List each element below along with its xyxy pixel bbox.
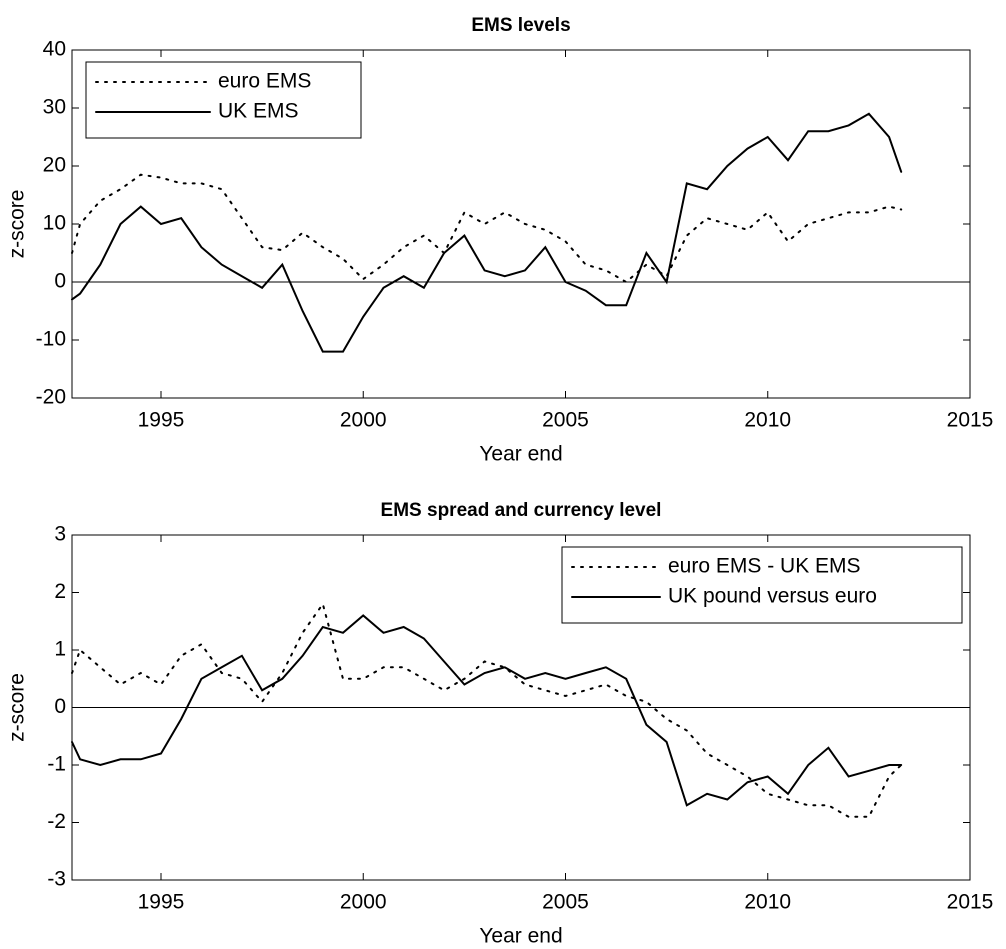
x-tick-label: 1995 bbox=[138, 409, 185, 432]
y-tick-label: -10 bbox=[36, 328, 66, 351]
legend-label: UK pound versus euro bbox=[668, 585, 877, 608]
legend-box bbox=[561, 546, 963, 624]
y-tick-label: 40 bbox=[43, 38, 66, 61]
y-axis-label: z-score bbox=[6, 673, 29, 742]
x-tick-label: 2015 bbox=[947, 891, 994, 914]
series-line bbox=[71, 614, 903, 807]
chart-title: EMS levels bbox=[471, 15, 570, 36]
legend-label: UK EMS bbox=[218, 100, 299, 123]
x-axis-label: Year end bbox=[479, 925, 562, 948]
series-line bbox=[71, 112, 903, 353]
x-tick-label: 2010 bbox=[744, 409, 791, 432]
y-tick-label: 20 bbox=[43, 154, 66, 177]
y-tick-label: -1 bbox=[47, 753, 66, 776]
x-tick-label: 2015 bbox=[947, 409, 994, 432]
legend-label: euro EMS bbox=[218, 70, 311, 93]
y-tick-label: 0 bbox=[54, 270, 66, 293]
y-tick-label: -3 bbox=[47, 868, 66, 891]
y-tick-label: 0 bbox=[54, 695, 66, 718]
x-tick-label: 2005 bbox=[542, 891, 589, 914]
y-tick-label: 3 bbox=[54, 523, 66, 546]
x-tick-label: 1995 bbox=[138, 891, 185, 914]
y-tick-label: 1 bbox=[54, 638, 66, 661]
x-tick-label: 2010 bbox=[744, 891, 791, 914]
legend-label: euro EMS - UK EMS bbox=[668, 555, 861, 578]
x-tick-label: 2005 bbox=[542, 409, 589, 432]
chart-title: EMS spread and currency level bbox=[381, 500, 662, 521]
x-tick-label: 2000 bbox=[340, 891, 387, 914]
series-line bbox=[71, 173, 903, 284]
y-tick-label: 30 bbox=[43, 96, 66, 119]
x-axis-label: Year end bbox=[479, 443, 562, 466]
x-tick-label: 2000 bbox=[340, 409, 387, 432]
series-line bbox=[71, 601, 903, 818]
y-axis-label: z-score bbox=[6, 190, 29, 259]
legend-box bbox=[85, 61, 362, 139]
y-tick-label: -20 bbox=[36, 386, 66, 409]
y-tick-label: 10 bbox=[43, 212, 66, 235]
y-tick-label: -2 bbox=[47, 810, 66, 833]
y-tick-label: 2 bbox=[54, 580, 66, 603]
